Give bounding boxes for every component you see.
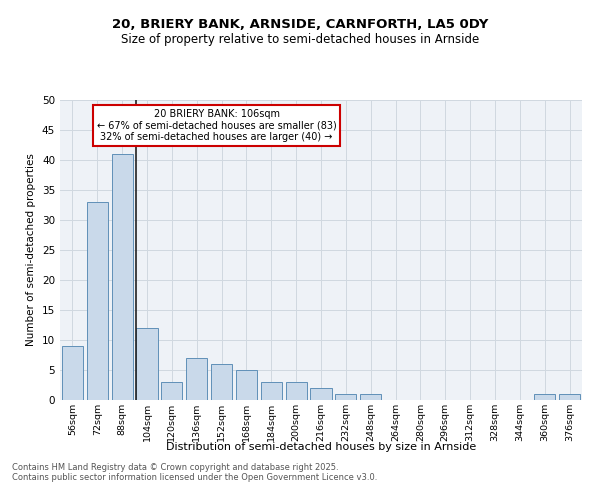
- Text: Distribution of semi-detached houses by size in Arnside: Distribution of semi-detached houses by …: [166, 442, 476, 452]
- Bar: [335, 394, 356, 400]
- Bar: [87, 202, 108, 400]
- Text: Contains public sector information licensed under the Open Government Licence v3: Contains public sector information licen…: [12, 474, 377, 482]
- Bar: [186, 358, 207, 400]
- Bar: [112, 154, 133, 400]
- Bar: [136, 328, 158, 400]
- Bar: [286, 382, 307, 400]
- Bar: [62, 346, 83, 400]
- Bar: [211, 364, 232, 400]
- Bar: [559, 394, 580, 400]
- Bar: [534, 394, 555, 400]
- Y-axis label: Number of semi-detached properties: Number of semi-detached properties: [26, 154, 37, 346]
- Bar: [310, 388, 332, 400]
- Text: Contains HM Land Registry data © Crown copyright and database right 2025.: Contains HM Land Registry data © Crown c…: [12, 464, 338, 472]
- Text: 20 BRIERY BANK: 106sqm
← 67% of semi-detached houses are smaller (83)
32% of sem: 20 BRIERY BANK: 106sqm ← 67% of semi-det…: [97, 109, 337, 142]
- Bar: [161, 382, 182, 400]
- Bar: [360, 394, 381, 400]
- Bar: [261, 382, 282, 400]
- Text: Size of property relative to semi-detached houses in Arnside: Size of property relative to semi-detach…: [121, 32, 479, 46]
- Bar: [236, 370, 257, 400]
- Text: 20, BRIERY BANK, ARNSIDE, CARNFORTH, LA5 0DY: 20, BRIERY BANK, ARNSIDE, CARNFORTH, LA5…: [112, 18, 488, 30]
